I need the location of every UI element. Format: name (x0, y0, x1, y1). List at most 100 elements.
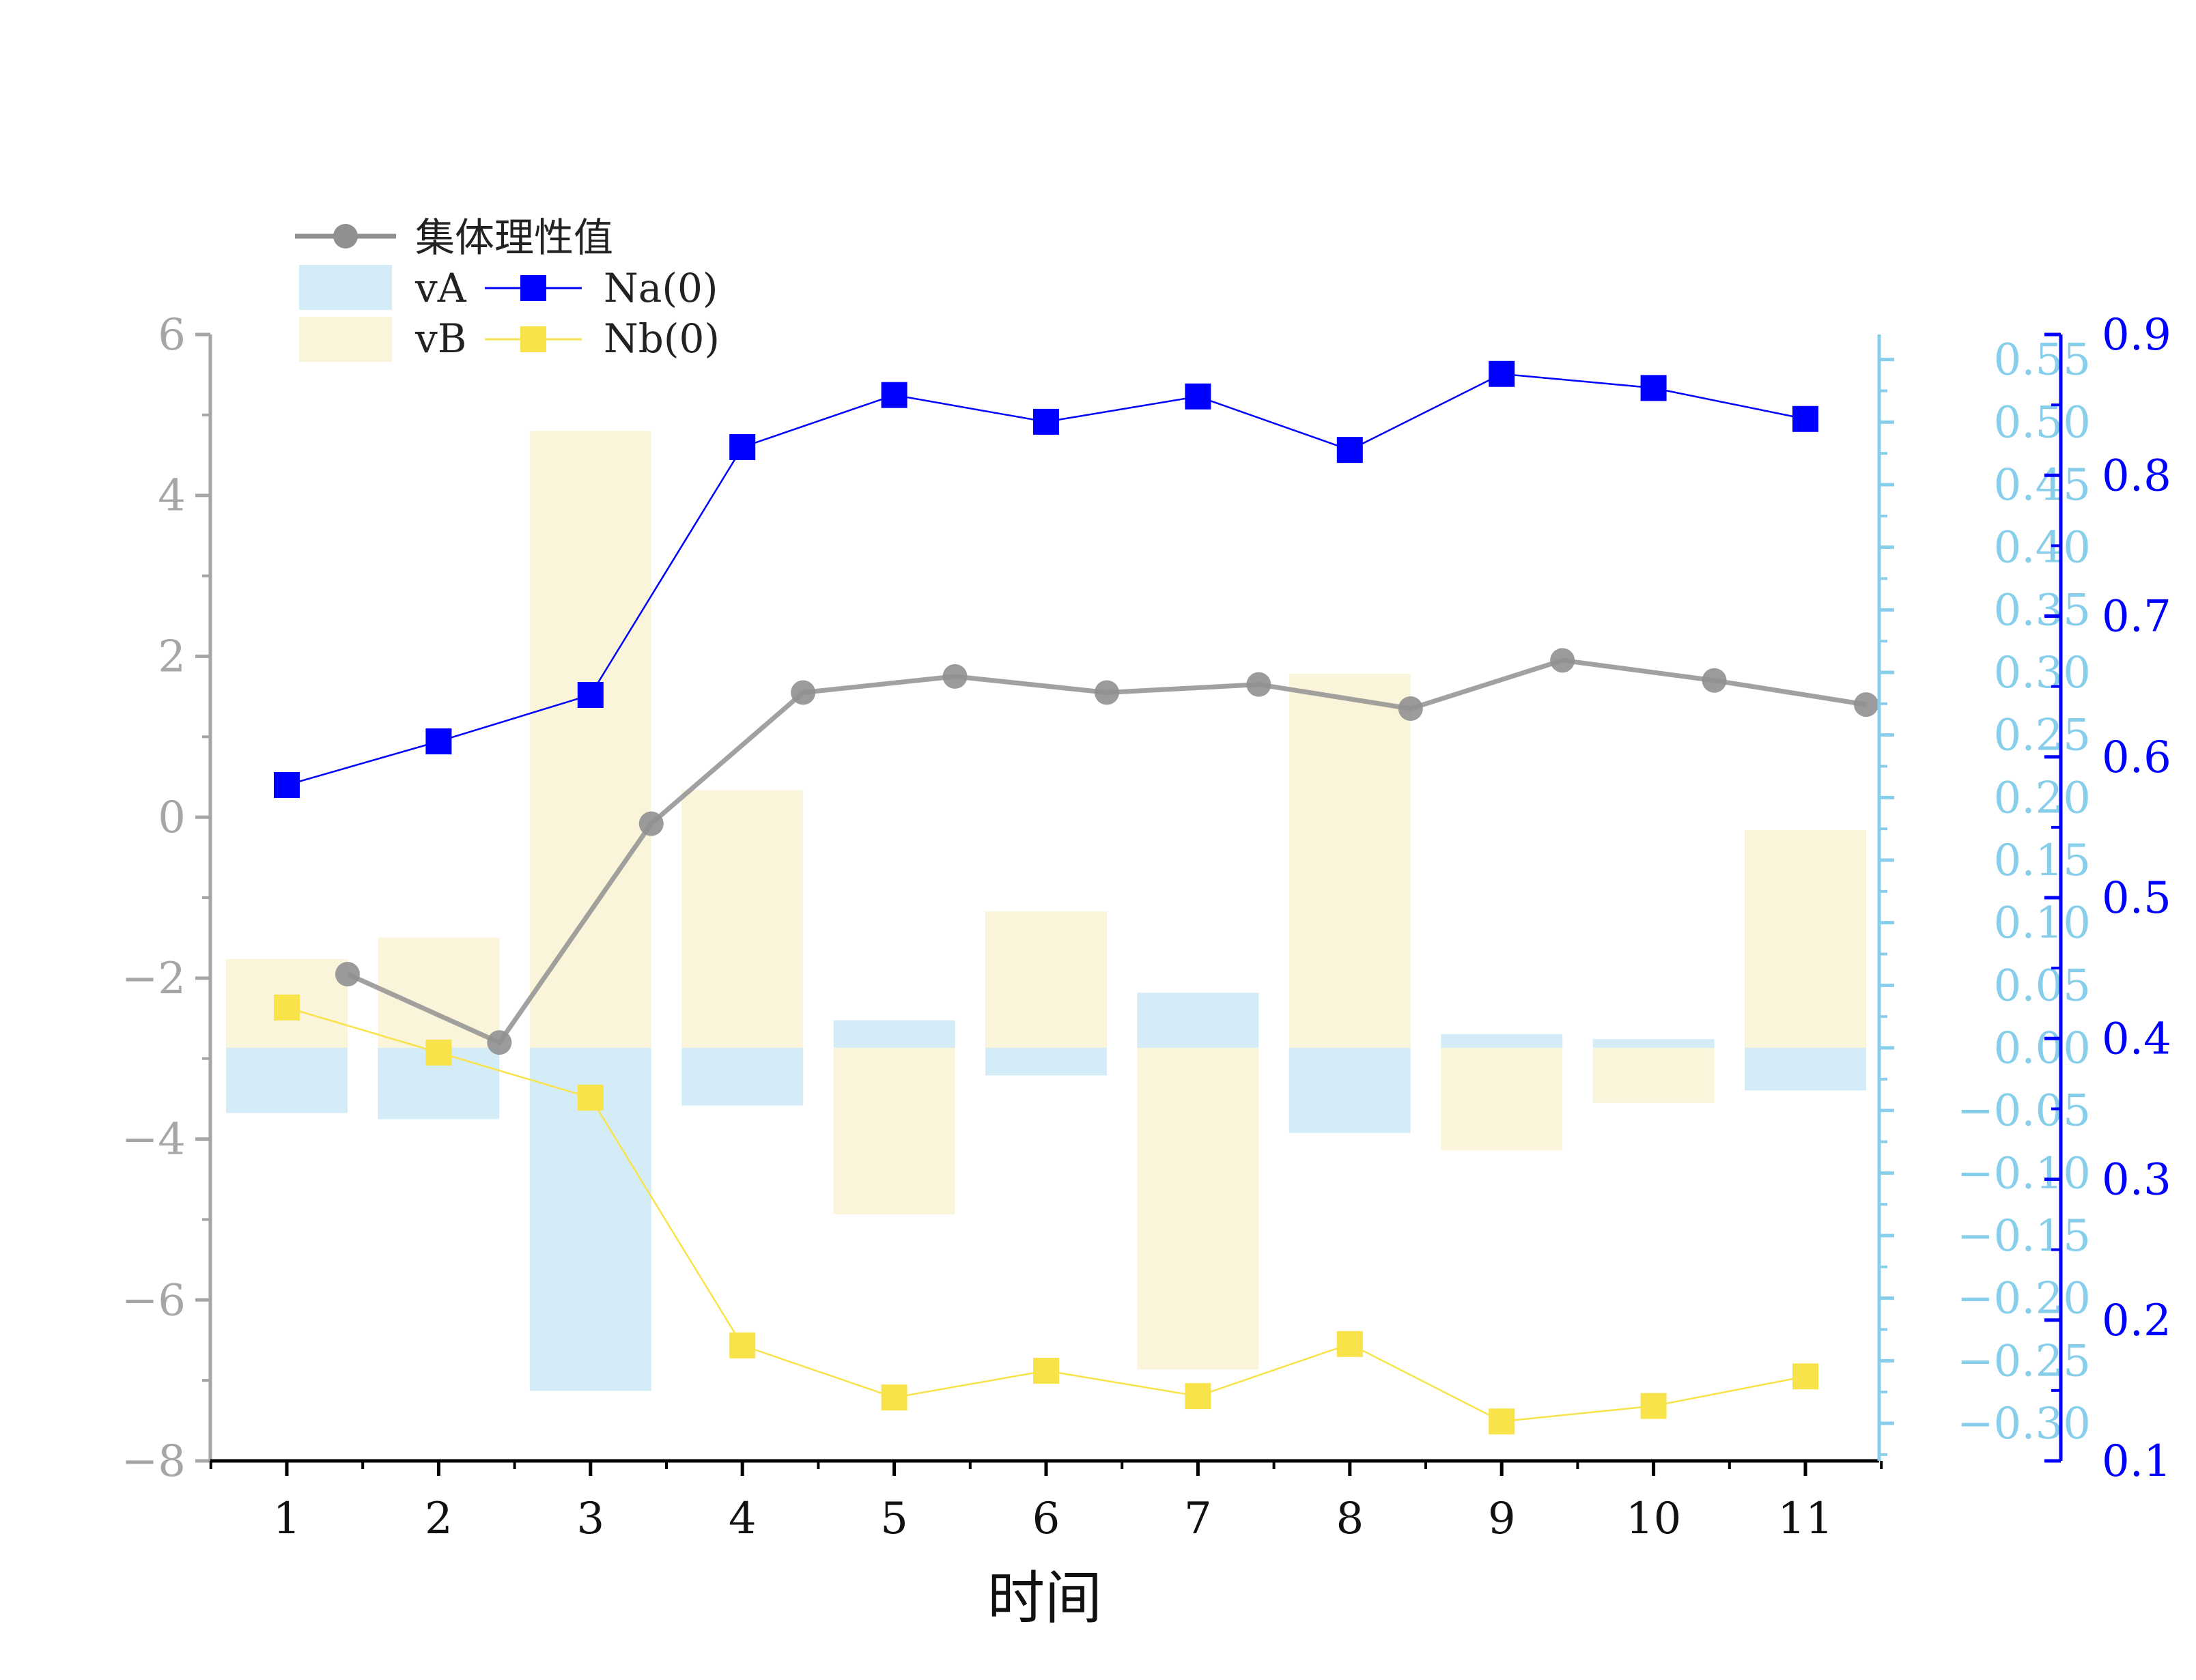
left-tick-label: −8 (122, 1436, 186, 1487)
point-集体理性值-4 (791, 680, 816, 705)
right2-tick-label: 0.5 (2102, 873, 2171, 924)
x-tick-label: 11 (1777, 1494, 1833, 1544)
right2-tick-label: 0.7 (2102, 592, 2171, 642)
x-tick-label: 10 (1626, 1494, 1681, 1544)
point-Na(0)-6 (1033, 408, 1059, 435)
point-Nb(0)-11 (1792, 1363, 1818, 1390)
bar-vB-10 (1592, 1048, 1715, 1103)
left-tick-label: −6 (122, 1275, 186, 1326)
right1-tick-label: 0.55 (1994, 335, 2092, 386)
right1-tick-label: −0.05 (1957, 1086, 2091, 1137)
point-Nb(0)-1 (274, 994, 300, 1021)
right2-tick-label: 0.6 (2102, 732, 2171, 783)
point-集体理性值-8 (1398, 696, 1423, 722)
bar-vB-4 (681, 790, 804, 1048)
right1-tick-label: 0.40 (1994, 523, 2092, 573)
right2-tick-label: 0.3 (2102, 1155, 2171, 1206)
bar-vA-4 (681, 1048, 804, 1106)
legend-swatch-vB (299, 317, 392, 362)
bar-vB-2 (378, 937, 500, 1048)
point-Na(0)-7 (1185, 383, 1211, 410)
bar-vB-7 (1137, 1048, 1259, 1370)
point-集体理性值-3 (638, 811, 664, 836)
right1-tick-label: 0.20 (1994, 773, 2092, 823)
point-Nb(0)-7 (1185, 1383, 1211, 1410)
x-tick-label: 1 (273, 1494, 301, 1544)
legend-label-rational: 集体理性值 (415, 214, 613, 261)
left-tick-label: −2 (122, 954, 186, 1004)
point-Nb(0)-4 (729, 1332, 756, 1358)
legend-marker-Na (520, 275, 546, 301)
point-Na(0)-9 (1489, 360, 1515, 387)
x-tick-label: 5 (880, 1494, 908, 1544)
left-tick-label: −4 (122, 1115, 186, 1165)
point-集体理性值-7 (1246, 672, 1271, 697)
point-Nb(0)-6 (1033, 1358, 1059, 1384)
x-tick-label: 8 (1336, 1494, 1364, 1544)
right1-tick-label: 0.30 (1994, 648, 2092, 698)
right1-tick-label: −0.15 (1957, 1211, 2091, 1262)
bar-vB-6 (985, 911, 1107, 1048)
bar-vA-10 (1592, 1039, 1715, 1048)
bar-vA-8 (1289, 1048, 1411, 1133)
bar-vA-7 (1137, 993, 1259, 1048)
bar-vB-3 (529, 431, 651, 1048)
right2-tick-label: 0.8 (2102, 451, 2171, 501)
left-tick-label: 6 (158, 310, 186, 360)
point-Na(0)-8 (1336, 437, 1363, 464)
right1-tick-label: 0.00 (1994, 1023, 2092, 1074)
point-Na(0)-11 (1792, 405, 1818, 432)
point-集体理性值-5 (942, 664, 968, 689)
left-tick-label: 4 (158, 471, 186, 522)
bar-vA-9 (1441, 1034, 1563, 1048)
right1-tick-label: −0.25 (1957, 1336, 2091, 1386)
legend-swatch-vA (299, 265, 392, 310)
line-layer (274, 360, 1878, 1435)
point-Nb(0)-5 (881, 1384, 907, 1411)
x-axis-label: 时间 (987, 1565, 1102, 1632)
right1-tick-label: 0.05 (1994, 960, 2092, 1011)
point-集体理性值-1 (335, 961, 360, 986)
point-Nb(0)-8 (1336, 1330, 1363, 1357)
legend-marker-Nb (520, 326, 546, 352)
point-Na(0)-5 (881, 382, 907, 408)
right2-tick-label: 0.2 (2102, 1296, 2171, 1346)
x-tick-label: 3 (576, 1494, 604, 1544)
point-集体理性值-11 (1853, 692, 1878, 717)
right2-tick-label: 0.9 (2102, 310, 2171, 360)
right1-tick-label: 0.25 (1994, 711, 2092, 761)
point-集体理性值-6 (1094, 680, 1119, 705)
bar-vB-5 (833, 1048, 955, 1214)
point-Na(0)-4 (729, 434, 756, 460)
point-集体理性值-9 (1550, 648, 1575, 673)
left-tick-label: 0 (158, 793, 186, 843)
legend-marker-rational (333, 224, 358, 248)
series-line-Na(0) (286, 373, 1806, 786)
legend-label-Nb: Nb(0) (604, 315, 720, 362)
right1-tick-label: 0.35 (1994, 585, 2092, 636)
left-tick-label: 2 (158, 631, 186, 682)
bar-vB-8 (1289, 673, 1411, 1048)
right1-tick-label: −0.30 (1957, 1399, 2091, 1449)
right1-tick-label: −0.10 (1957, 1148, 2091, 1199)
right1-tick-label: 0.15 (1994, 836, 2092, 886)
point-Nb(0)-10 (1640, 1393, 1667, 1419)
point-Na(0)-3 (577, 682, 604, 708)
bar-layer (226, 431, 1866, 1391)
bar-vA-11 (1745, 1048, 1866, 1091)
right1-tick-label: 0.10 (1994, 898, 2092, 949)
point-Nb(0)-9 (1489, 1408, 1515, 1435)
point-Nb(0)-3 (577, 1084, 604, 1111)
legend-label-vB: vB (414, 315, 466, 362)
right1-tick-label: −0.20 (1957, 1274, 2091, 1324)
x-tick-label: 2 (425, 1494, 453, 1544)
point-集体理性值-10 (1702, 668, 1727, 693)
bar-vA-5 (833, 1020, 955, 1048)
x-tick-label: 9 (1488, 1494, 1516, 1544)
legend-label-Na: Na(0) (604, 265, 718, 311)
right2-tick-label: 0.4 (2102, 1014, 2171, 1064)
bar-vB-9 (1441, 1048, 1563, 1151)
point-集体理性值-2 (487, 1030, 512, 1055)
